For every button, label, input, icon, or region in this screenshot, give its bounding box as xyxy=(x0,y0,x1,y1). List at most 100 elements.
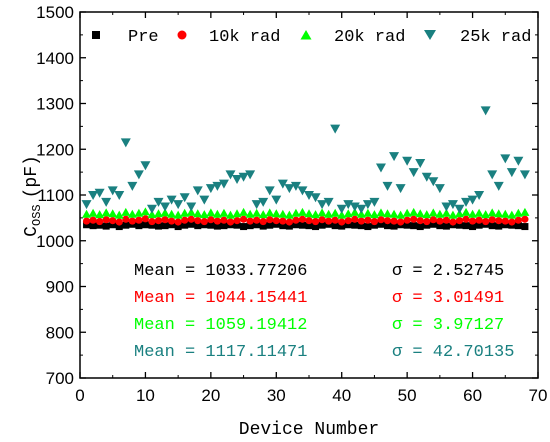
data-point xyxy=(410,222,418,230)
data-point xyxy=(377,220,385,228)
data-point xyxy=(245,170,256,180)
data-point xyxy=(239,215,248,223)
sigma-25k: σ = 42.70135 xyxy=(392,343,514,362)
data-point xyxy=(205,184,216,194)
data-point xyxy=(402,208,412,217)
data-point xyxy=(279,222,287,230)
data-point xyxy=(82,217,91,225)
data-point xyxy=(344,217,352,225)
data-point xyxy=(436,217,444,225)
data-point xyxy=(271,195,282,205)
mean-10k: Mean = 1044.15441 xyxy=(134,289,307,308)
data-point xyxy=(133,170,144,180)
data-point xyxy=(338,218,346,226)
data-point xyxy=(285,222,293,230)
x-tick-label: 40 xyxy=(332,386,351,405)
data-point xyxy=(344,221,352,229)
data-point xyxy=(265,208,275,217)
data-point xyxy=(290,181,301,191)
data-point xyxy=(423,217,431,226)
data-point xyxy=(488,216,496,224)
data-point xyxy=(181,216,189,224)
data-point xyxy=(127,181,138,191)
data-point xyxy=(114,191,125,200)
data-point xyxy=(462,222,470,230)
data-point xyxy=(220,216,228,224)
data-point xyxy=(154,209,164,218)
data-point xyxy=(331,216,339,224)
data-point xyxy=(140,161,151,171)
data-point xyxy=(81,200,92,210)
data-point xyxy=(173,210,183,219)
sigma-20k: σ = 3.97127 xyxy=(392,316,504,335)
data-point xyxy=(292,221,300,229)
data-point xyxy=(416,217,424,225)
data-point xyxy=(251,200,262,210)
data-point xyxy=(206,208,216,217)
data-point xyxy=(121,207,131,216)
data-point xyxy=(422,210,432,219)
mean-20k: Mean = 1059.19412 xyxy=(134,316,307,335)
data-point xyxy=(186,202,197,212)
data-point xyxy=(370,221,378,229)
y-tick-label: 1500 xyxy=(36,3,74,22)
data-point xyxy=(441,202,452,212)
data-point xyxy=(474,191,485,200)
data-point xyxy=(148,221,156,229)
data-point xyxy=(350,207,360,216)
legend-entry-pre: Pre xyxy=(92,28,159,47)
data-point xyxy=(109,221,117,229)
x-tick-label: 30 xyxy=(267,386,286,405)
data-point xyxy=(454,204,465,214)
data-point xyxy=(168,221,176,229)
data-point xyxy=(179,193,190,203)
data-point xyxy=(89,222,97,230)
data-point xyxy=(225,170,236,180)
data-point xyxy=(127,209,137,218)
data-point xyxy=(278,209,288,218)
data-point xyxy=(441,208,451,217)
data-point xyxy=(481,210,491,219)
data-point xyxy=(89,216,97,224)
data-point xyxy=(298,215,307,223)
data-point xyxy=(135,222,143,230)
data-point xyxy=(266,216,274,224)
legend-marker-10k xyxy=(177,30,187,40)
data-point xyxy=(324,209,334,218)
data-point xyxy=(120,138,131,148)
data-point xyxy=(240,223,248,231)
data-point xyxy=(416,223,424,231)
data-point xyxy=(272,220,280,228)
data-point xyxy=(181,221,189,229)
data-point xyxy=(298,221,306,229)
data-point xyxy=(317,208,327,217)
y-axis: 700 800 900 1000 1100 1200 1300 1400 1500 xyxy=(36,3,538,388)
data-point xyxy=(461,197,472,207)
mean-pre: Mean = 1033.77206 xyxy=(134,262,307,281)
data-point xyxy=(474,208,484,217)
data-point xyxy=(351,221,359,229)
data-point xyxy=(88,208,98,217)
data-point xyxy=(187,215,195,223)
data-point xyxy=(494,209,504,218)
data-point xyxy=(264,186,275,196)
data-point xyxy=(271,209,281,218)
data-point xyxy=(475,221,483,229)
data-point xyxy=(325,217,333,225)
data-point xyxy=(521,223,529,231)
data-point xyxy=(351,215,359,223)
data-point xyxy=(193,209,203,218)
x-tick-label: 0 xyxy=(75,386,84,405)
data-point xyxy=(88,191,99,200)
data-point xyxy=(311,210,321,219)
data-point xyxy=(436,222,444,230)
data-point xyxy=(403,221,411,229)
y-tick-label: 700 xyxy=(46,369,74,388)
x-tick-label: 70 xyxy=(529,386,548,405)
data-point xyxy=(153,197,164,207)
data-point xyxy=(500,209,510,218)
data-point xyxy=(357,222,365,230)
data-point xyxy=(447,200,458,210)
data-point xyxy=(442,216,450,224)
data-point xyxy=(364,223,372,231)
